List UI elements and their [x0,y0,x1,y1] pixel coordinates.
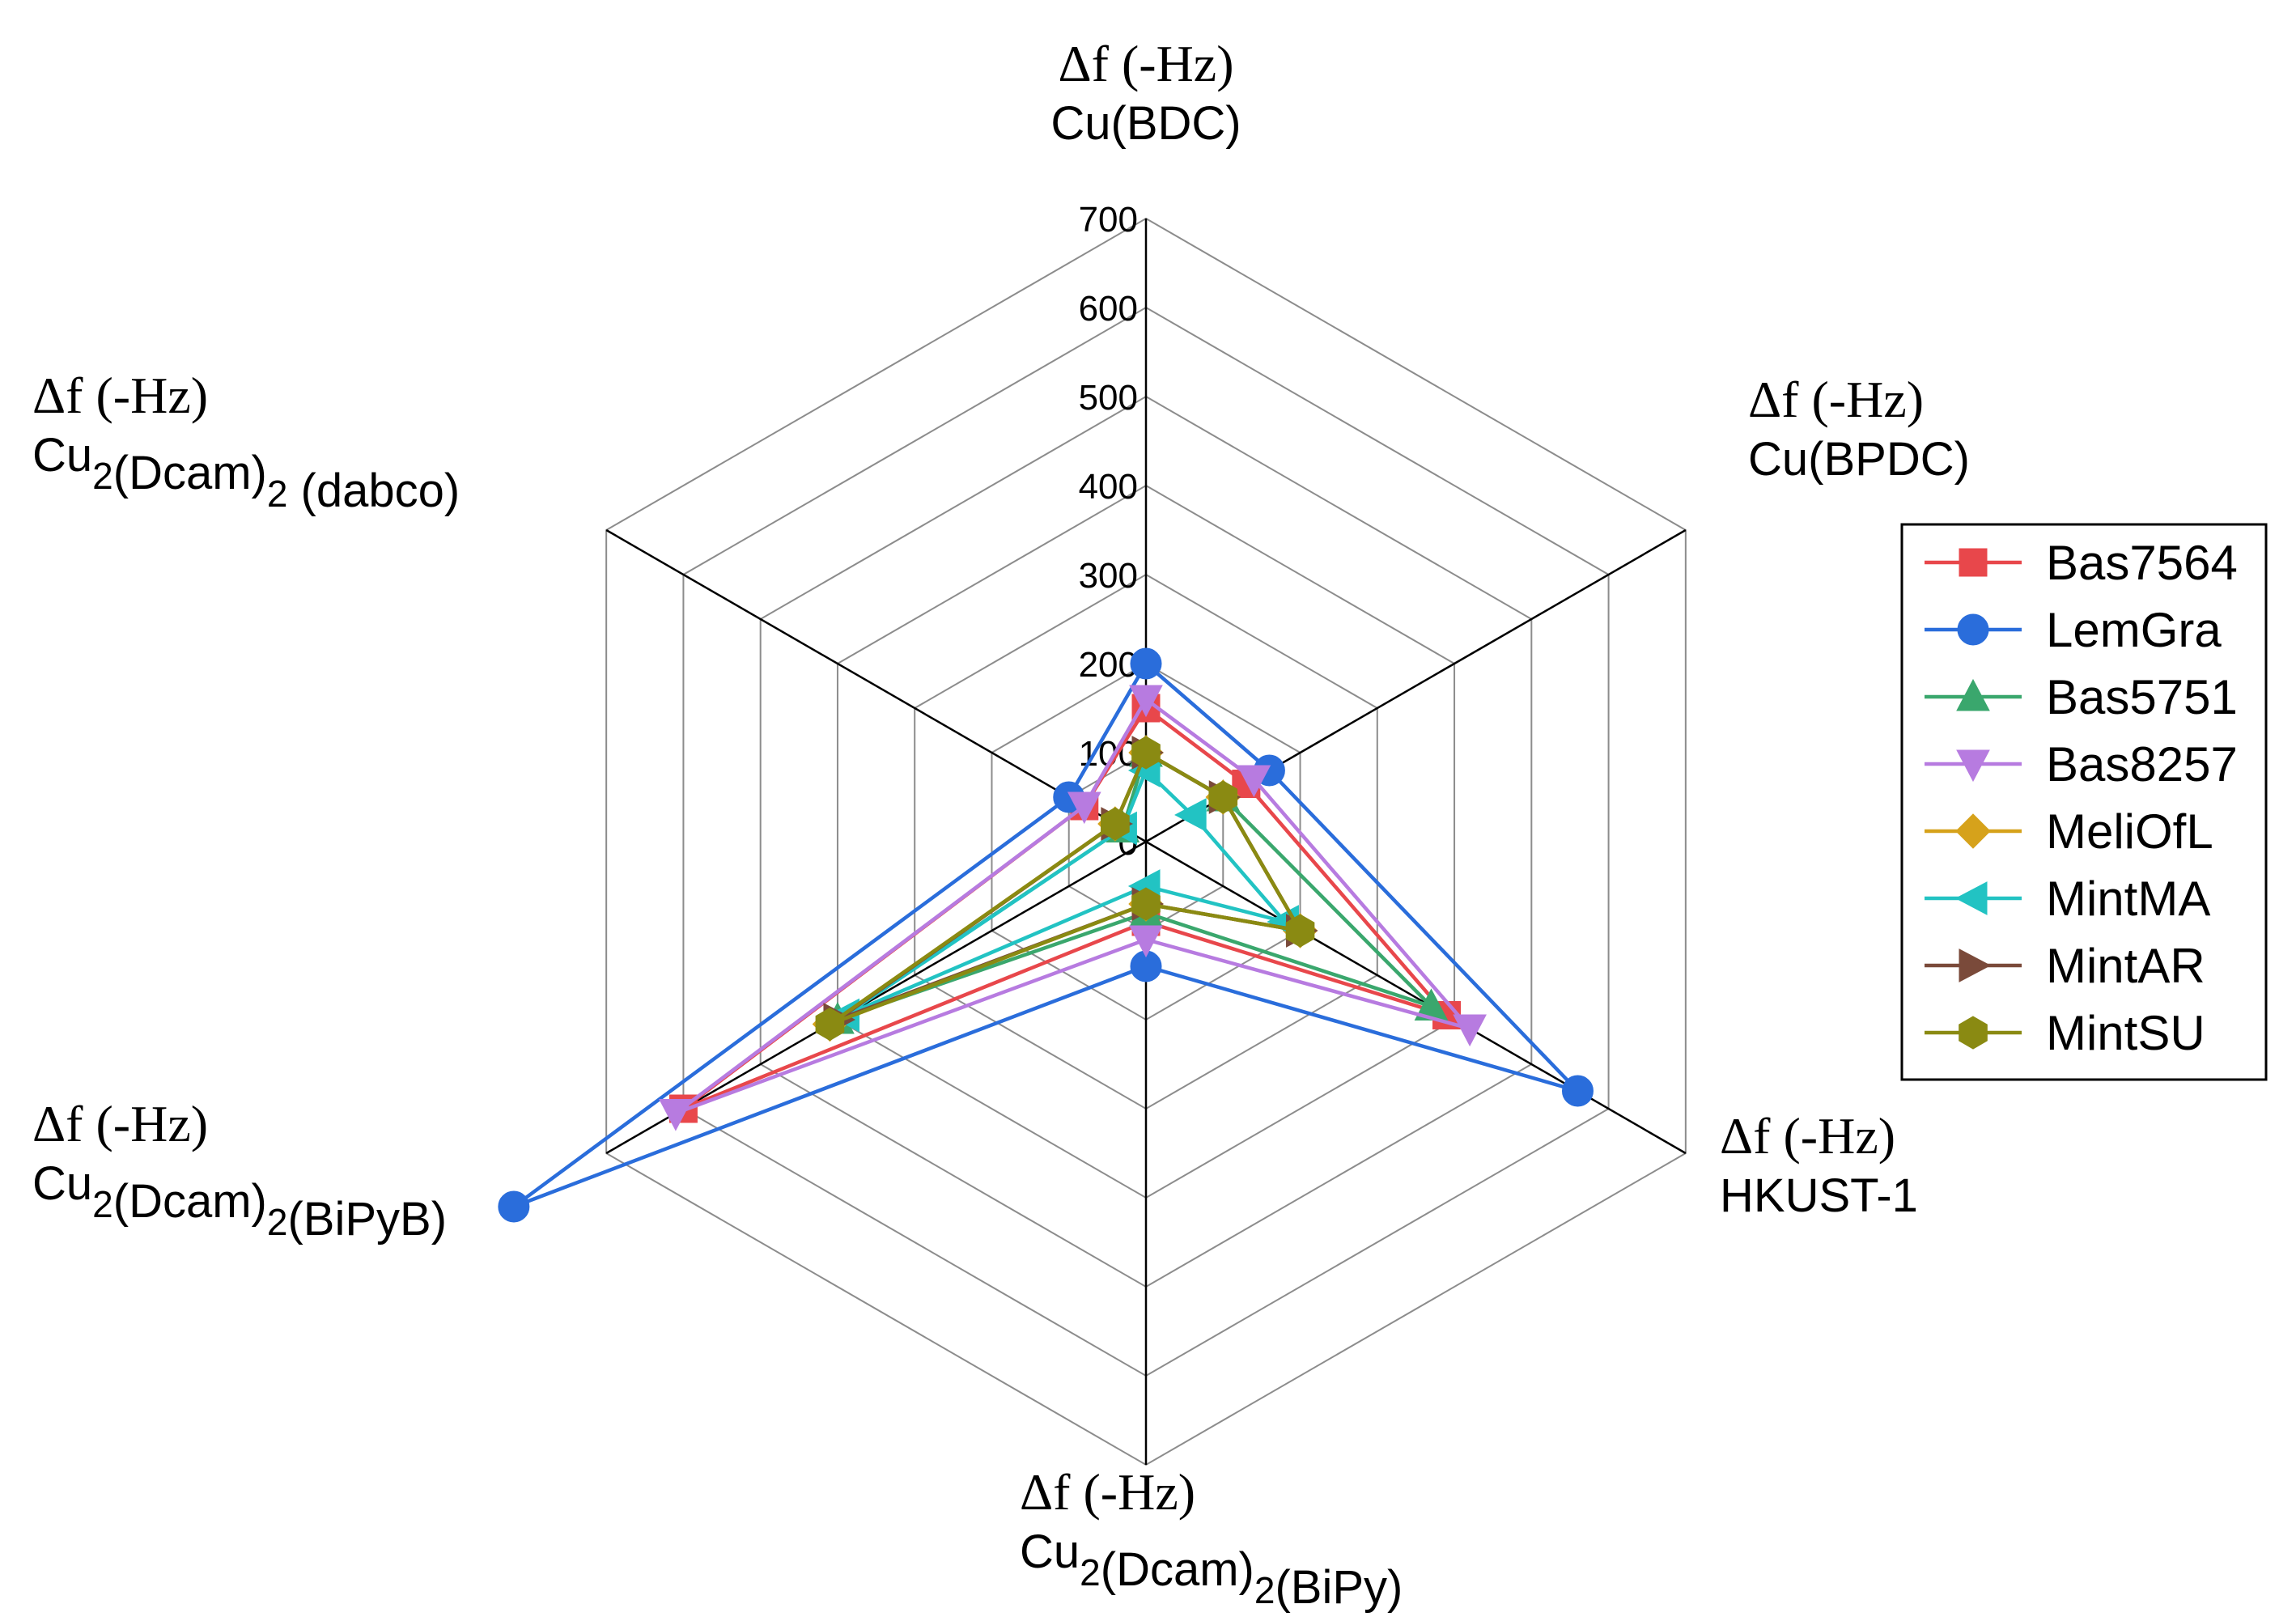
axis-label-name: HKUST-1 [1720,1169,1918,1222]
data-point-Bas8257-5 [1067,791,1101,825]
tick-label: 300 [1079,556,1138,596]
data-point-MintSU-0 [1131,736,1161,770]
axis-label-hz: Δf (-Hz) [32,1095,208,1152]
legend-item-MeliOfL: MeliOfL [1925,804,2213,859]
data-point-LemGra-0 [1130,647,1162,680]
legend-label: Bas7564 [2046,536,2238,590]
legend-marker-Bas7564 [1959,548,1988,577]
legend: Bas7564 LemGra Bas5751 Bas8257 MeliOfL MintMA… [1900,523,2268,1081]
axis-label-hz: Δf (-Hz) [1020,1463,1195,1521]
data-point-Bas8257-2 [1453,1014,1487,1047]
axis-label-name: Cu2(Dcam)2(BiPy) [1020,1526,1403,1614]
legend-item-LemGra: LemGra [1925,603,2222,657]
legend-marker-Bas8257 [1956,749,1990,783]
data-point-LemGra-2 [1561,1075,1594,1107]
axis-label-name: Cu2(Dcam)2 (dabco) [32,429,460,517]
legend-item-MintSU: MintSU [1925,1006,2205,1060]
axis-label-name: Cu(BDC) [1050,97,1241,150]
axis-label-name: Cu(BPDC) [1748,433,1970,486]
data-point-MintSU-2 [1285,914,1315,948]
tick-label: 700 [1079,200,1138,240]
axis-label-hz: Δf (-Hz) [1058,35,1233,92]
data-point-Bas8257-4 [659,1099,693,1131]
legend-marker-MeliOfL [1955,813,1991,849]
legend-marker-MintAR [1959,948,1992,982]
axis-spoke-2 [1145,840,1687,1155]
data-series [498,647,1594,1223]
legend-label: MeliOfL [2046,804,2213,859]
series-Bas8257 [659,685,1487,1131]
legend-label: Bas8257 [2046,737,2238,791]
data-point-LemGra-4 [498,1190,530,1223]
legend-marker-Bas5751 [1956,678,1990,711]
tick-label: 500 [1079,378,1138,418]
data-point-Bas8257-1 [1237,765,1271,798]
legend-marker-MintMA [1954,881,1988,915]
legend-box [1900,523,2268,1081]
axis-labels: Δf (-Hz)Cu(BDC)Δf (-Hz)Cu(BPDC)Δf (-Hz)H… [32,35,1970,1614]
series-MintSU [815,736,1315,1042]
radar-grid [605,217,1687,1466]
axis-label-hz: Δf (-Hz) [1748,371,1924,428]
data-point-Bas8257-0 [1129,685,1163,718]
axis-label-name: Cu2(Dcam)2(BiPyB) [32,1157,447,1245]
legend-item-Bas7564: Bas7564 [1925,536,2238,590]
data-point-MintSU-4 [815,1007,845,1042]
legend-label: LemGra [2046,603,2222,657]
legend-item-Bas8257: Bas8257 [1925,737,2238,791]
data-point-MintSU-3 [1131,887,1161,921]
series-Bas7564 [668,694,1462,1123]
legend-label: MintSU [2046,1006,2205,1060]
data-point-MintMA-1 [1174,798,1207,832]
legend-marker-MintSU [1959,1016,1988,1050]
tick-label: 600 [1079,289,1138,329]
data-point-MintSU-5 [1101,807,1130,841]
legend-item-Bas5751: Bas5751 [1925,670,2238,724]
legend-item-MintAR: MintAR [1925,939,2205,993]
tick-label: 400 [1079,467,1138,507]
data-point-MintSU-1 [1208,780,1238,814]
series-LemGra [498,647,1594,1223]
legend-label: MintAR [2046,939,2205,993]
data-point-Bas8257-3 [1129,925,1163,958]
legend-item-MintMA: MintMA [1925,872,2210,926]
tick-label: 200 [1079,645,1138,685]
legend-marker-LemGra [1957,613,1989,646]
data-point-Bas5751-2 [1414,988,1449,1021]
axis-label-hz: Δf (-Hz) [32,367,208,424]
legend-label: MintMA [2046,872,2210,926]
legend-label: Bas5751 [2046,670,2238,724]
axis-label-hz: Δf (-Hz) [1720,1107,1895,1165]
